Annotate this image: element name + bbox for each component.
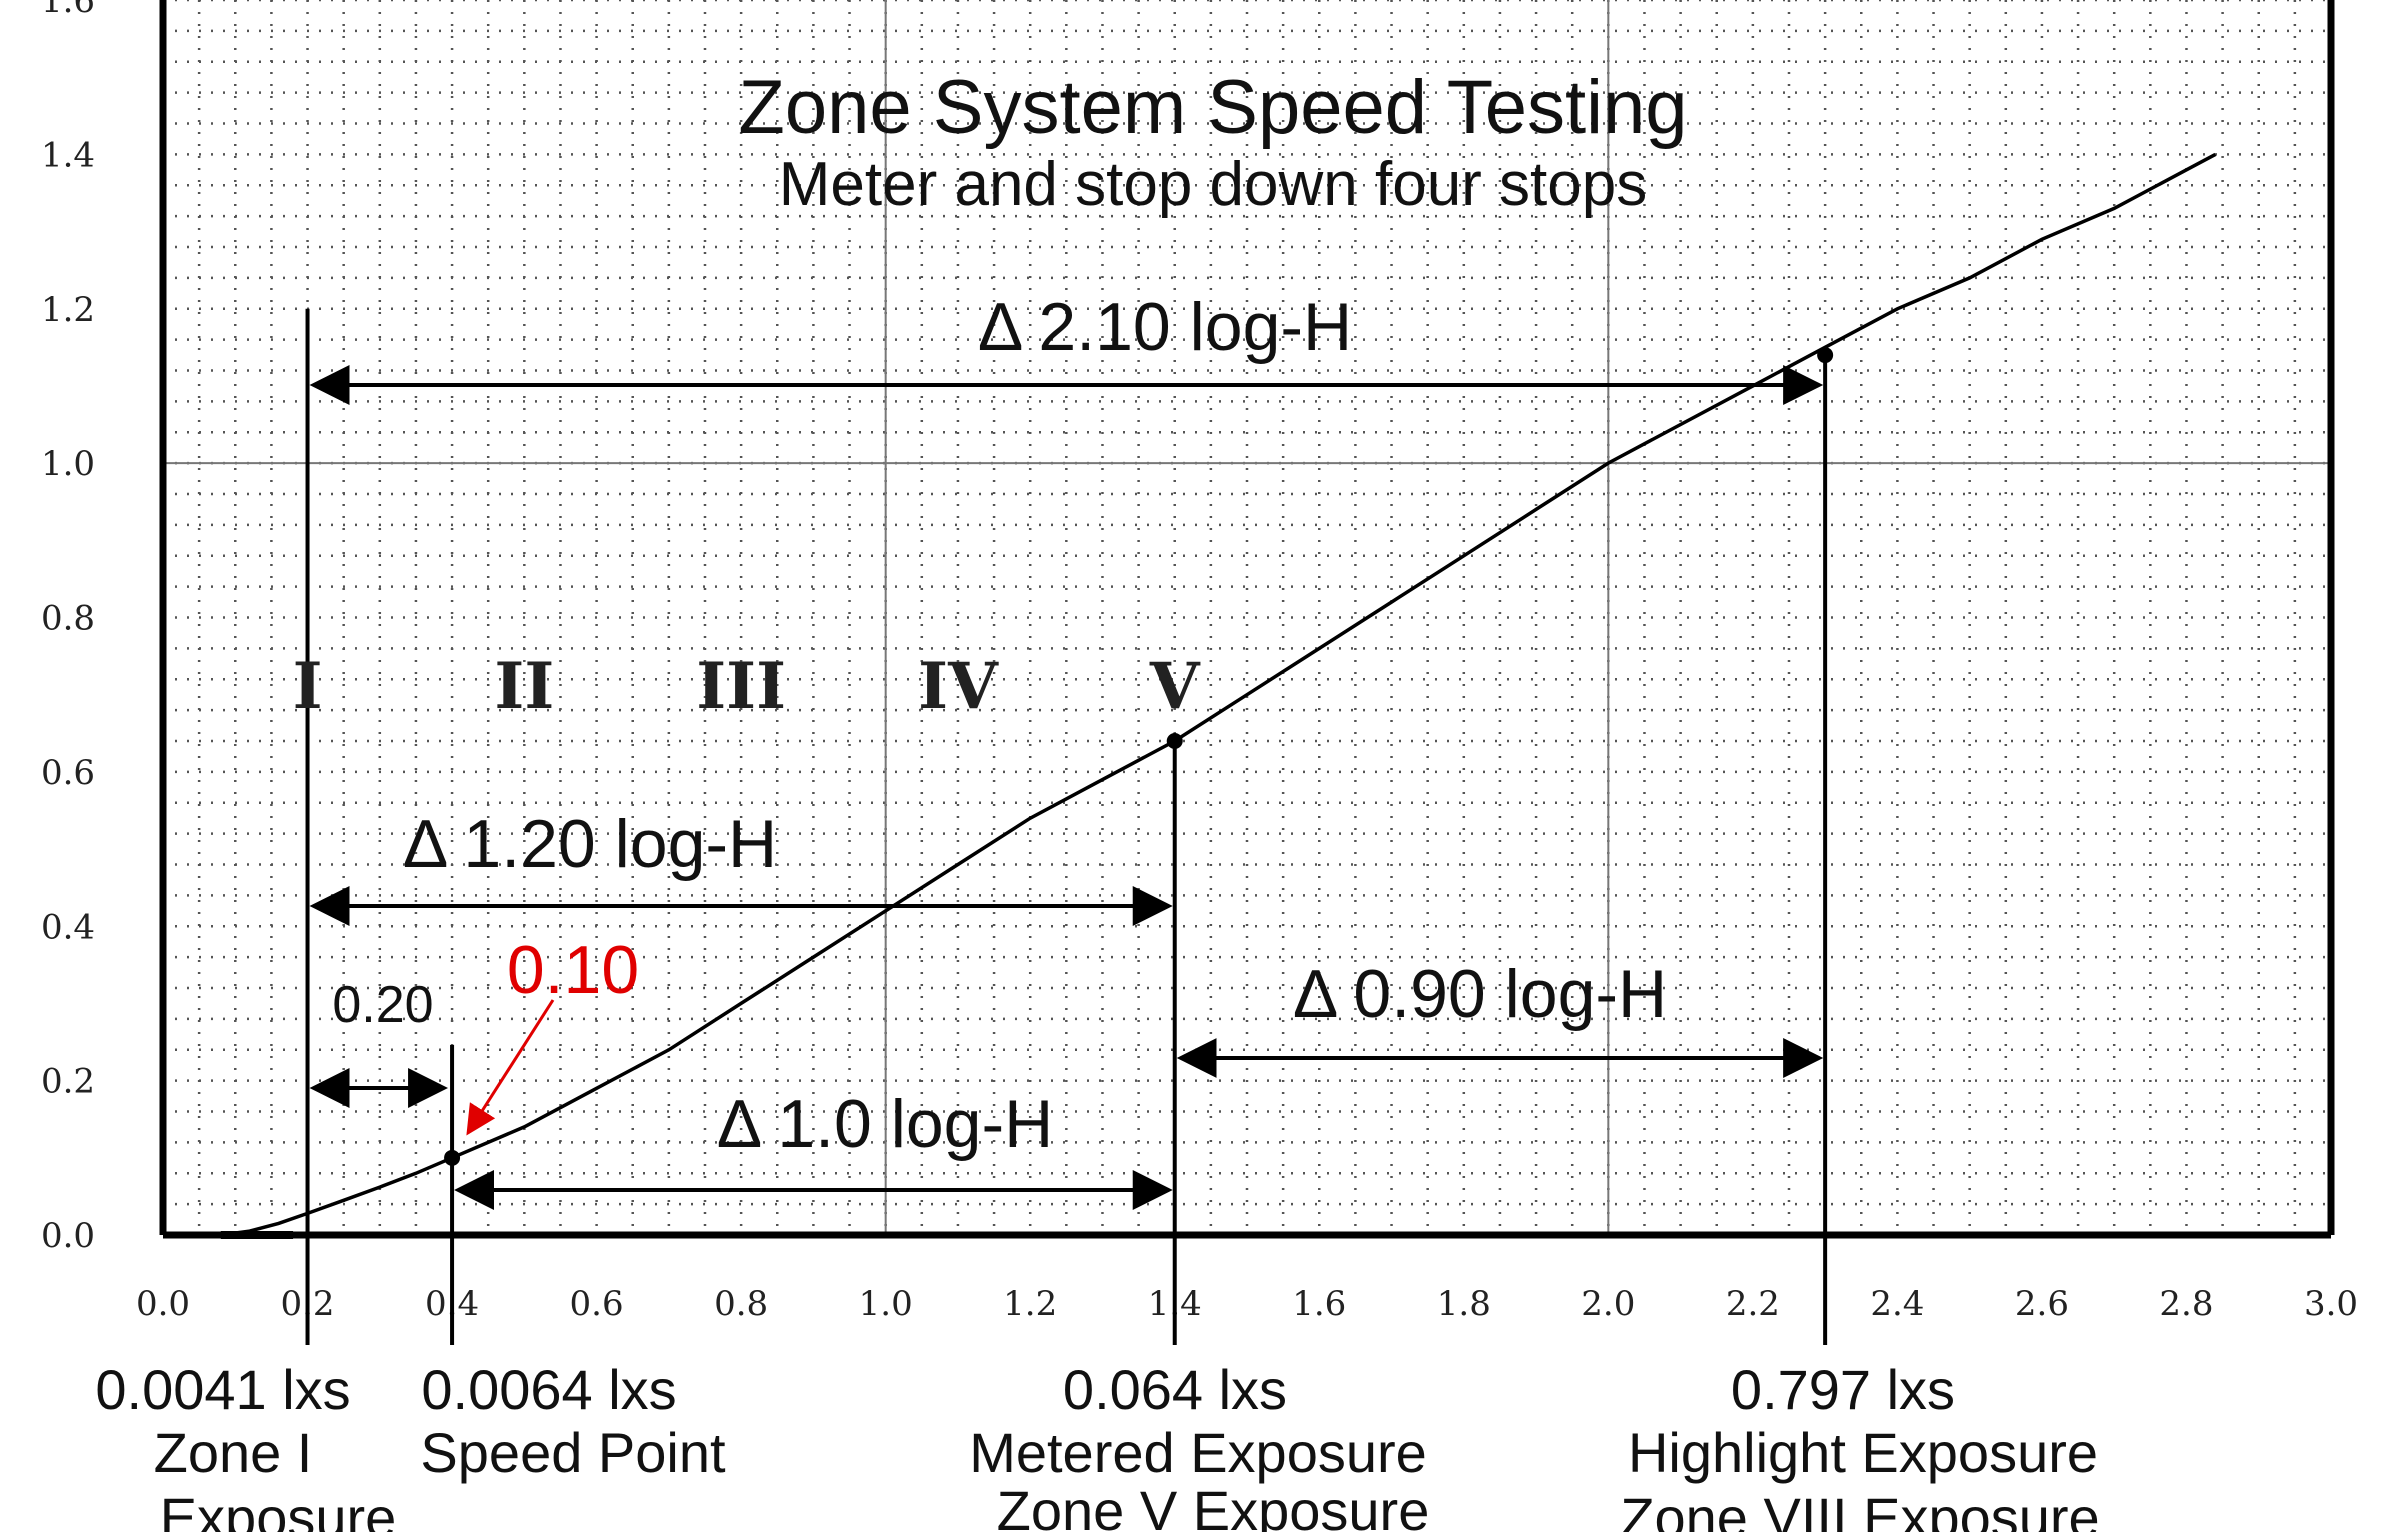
y-tick-label: 0.0 — [41, 1216, 95, 1256]
x-tick-label: 2.2 — [1726, 1284, 1780, 1324]
y-tick-label: 1.0 — [41, 444, 95, 484]
zone-label-i: I — [293, 649, 323, 724]
chart-title: Zone System Speed Testing — [738, 65, 1687, 150]
characteristic-curve — [220, 152, 2217, 1237]
x-tick-label: 0.6 — [570, 1284, 624, 1324]
zone1-line2: Exposure — [160, 1486, 397, 1532]
metered-line1: Metered Exposure — [969, 1421, 1427, 1484]
y-tick-label: 0.8 — [41, 599, 95, 639]
red-pointer-arrow — [466, 999, 555, 1136]
speed-point-line1: Speed Point — [420, 1421, 726, 1484]
x-tick-label: 0.0 — [136, 1284, 190, 1324]
highlight-value: 0.797 lxs — [1731, 1358, 1955, 1421]
annotation-layer: I II III IV V — [293, 308, 1828, 1345]
curve-layer — [220, 152, 2217, 1239]
delta-210-label: Δ 2.10 log-H — [978, 289, 1352, 365]
y-tick-label: 1.6 — [41, 0, 95, 21]
x-tick-label: 2.8 — [2159, 1284, 2213, 1324]
chart-subtitle: Meter and stop down four stops — [779, 150, 1647, 219]
y-tick-label: 1.4 — [41, 135, 95, 175]
metered-line2: Zone V Exposure — [997, 1479, 1430, 1532]
speed-point-value: 0.0064 lxs — [421, 1358, 676, 1421]
y-tick-label: 1.2 — [41, 290, 95, 330]
delta-090-label: Δ 0.90 log-H — [1293, 956, 1667, 1032]
y-tick-label: 0.2 — [41, 1062, 95, 1102]
x-tick-label: 2.0 — [1581, 1284, 1635, 1324]
red-010-label: 0.10 — [507, 932, 639, 1008]
zone-label-ii: II — [494, 649, 554, 724]
zone-label-v: V — [1149, 649, 1201, 724]
delta-120-label: Δ 1.20 log-H — [403, 806, 777, 882]
x-tick-label: 2.4 — [1870, 1284, 1924, 1324]
x-tick-label: 1.0 — [859, 1284, 913, 1324]
x-tick-label: 2.6 — [2015, 1284, 2069, 1324]
x-tick-label: 0.8 — [714, 1284, 768, 1324]
zone-label-iv: IV — [918, 649, 999, 724]
axes: 0.0 0.2 0.4 0.6 0.8 1.0 1.2 1.4 1.6 1.8 2.0 2.2 2.4 2… — [41, 0, 2358, 1324]
zone-label-iii: III — [696, 649, 786, 724]
y-tick-label: 0.6 — [41, 753, 95, 793]
x-tick-label: 3.0 — [2304, 1284, 2358, 1324]
metered-value: 0.064 lxs — [1063, 1358, 1287, 1421]
delta-020-label: 0.20 — [332, 976, 433, 1034]
x-tick-label: 1.6 — [1292, 1284, 1346, 1324]
highlight-line1: Highlight Exposure — [1628, 1421, 2098, 1484]
y-tick-label: 0.4 — [41, 907, 95, 947]
zone1-line1: Zone I — [154, 1421, 313, 1484]
x-tick-label: 1.8 — [1437, 1284, 1491, 1324]
delta-10-label: Δ 1.0 log-H — [717, 1086, 1053, 1162]
highlight-line2: Zone VIII Exposure — [1620, 1486, 2099, 1532]
zone1-value: 0.0041 lxs — [95, 1358, 350, 1421]
x-tick-label: 1.2 — [1003, 1284, 1057, 1324]
